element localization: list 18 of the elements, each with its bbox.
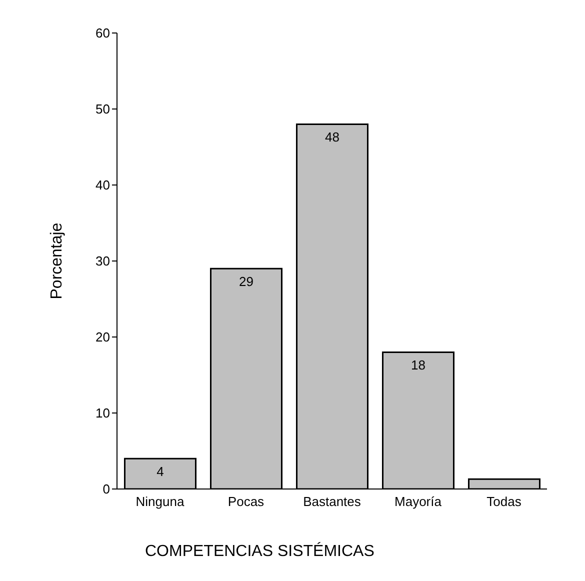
x-tick-label: Todas (486, 494, 522, 510)
x-tick-label: Ninguna (136, 494, 185, 510)
y-tick-label: 60 (96, 26, 110, 41)
y-tick-label: 30 (96, 254, 110, 269)
y-tick-label: 20 (96, 330, 110, 345)
x-tick-label: Mayoría (394, 494, 442, 510)
y-tick-label: 0 (102, 482, 110, 497)
data-label: 4 (156, 464, 164, 479)
x-tick-label: Bastantes (303, 494, 362, 510)
x-tick-label: Pocas (228, 494, 265, 510)
y-axis-title: Porcentaje (48, 222, 66, 300)
data-label: 48 (325, 129, 340, 144)
y-tick-label: 40 (96, 178, 110, 193)
x-axis-title: COMPETENCIAS SISTÉMICAS (145, 543, 374, 561)
y-tick-label: 50 (96, 102, 110, 117)
y-tick-label: 10 (96, 406, 110, 421)
data-label: 29 (239, 274, 254, 289)
data-label: 18 (411, 357, 426, 372)
